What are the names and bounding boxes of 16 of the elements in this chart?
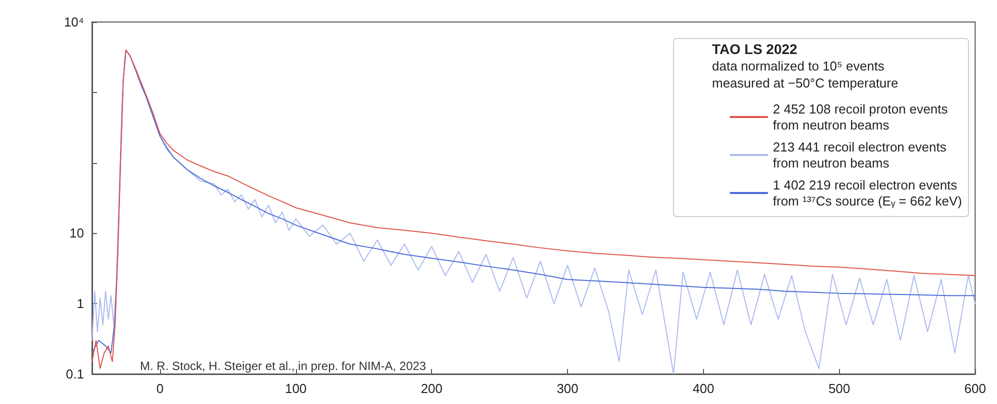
- x-tick-label: 500: [828, 381, 850, 396]
- annotation: M. R. Stock, H. Steiger et al., in prep. for NIM-A, 2023: [140, 359, 426, 373]
- x-tick-label: 600: [964, 381, 986, 396]
- x-tick-label: 100: [284, 381, 307, 396]
- legend-title: TAO LS 2022 data normalized to 10⁵ events measured at −50°C temperature: [712, 41, 898, 90]
- x-tick-label: 300: [556, 381, 578, 396]
- x-tick-label: 400: [692, 381, 714, 396]
- y-tick-label: 1: [76, 296, 84, 312]
- y-tick-label: 0.1: [66, 366, 84, 382]
- legend-label: 213 441 recoil electron events from neutron beams: [772, 140, 947, 170]
- y-tick-label: 10⁴: [64, 14, 84, 30]
- legend-label: 1 402 219 recoil electron events from ¹³⁷Cs source (Eᵧ = 662 keV): [772, 178, 962, 208]
- legend-label: 2 452 108 recoil proton events from neutron beams: [772, 102, 948, 132]
- x-tick-label: 200: [420, 381, 443, 396]
- y-tick-label: 10: [70, 226, 84, 241]
- x-tick-label: 0: [156, 381, 164, 396]
